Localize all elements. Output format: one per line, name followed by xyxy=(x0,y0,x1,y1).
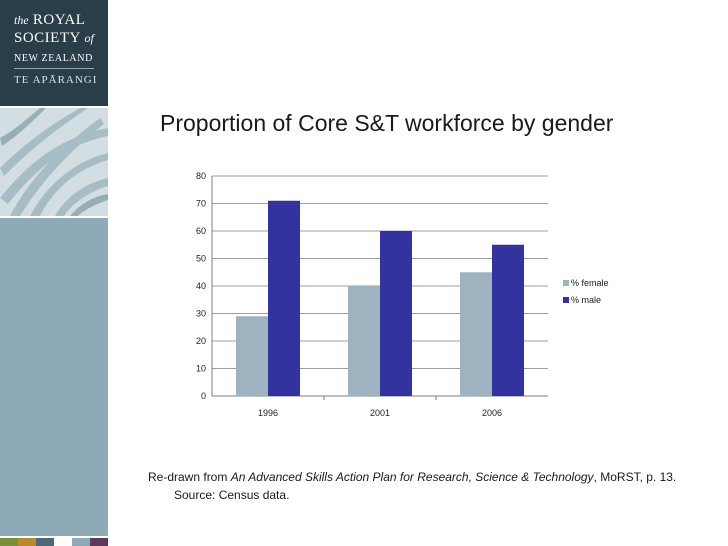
legend-swatch xyxy=(563,280,569,286)
legend-label: % female xyxy=(571,278,609,288)
strip-segment xyxy=(0,538,18,546)
y-tick-label: 0 xyxy=(201,391,206,401)
logo-line-4: TE APĀRANGI xyxy=(14,74,98,86)
x-tick-label: 1996 xyxy=(258,408,278,418)
y-tick-label: 30 xyxy=(196,309,206,319)
strip-segment xyxy=(36,538,54,546)
x-tick-label: 2001 xyxy=(370,408,390,418)
source-citation: Re-drawn from An Advanced Skills Action … xyxy=(148,470,676,484)
strip-segment xyxy=(72,538,90,546)
strip-segment xyxy=(18,538,36,546)
y-tick-label: 10 xyxy=(196,364,206,374)
bar-male-1996 xyxy=(268,200,300,396)
caption-prefix: Re-drawn from xyxy=(148,470,231,484)
bar-male-2006 xyxy=(492,244,524,396)
bar-male-2001 xyxy=(380,231,412,396)
sidebar-panel xyxy=(0,218,108,536)
y-tick-label: 80 xyxy=(196,171,206,181)
y-tick-label: 20 xyxy=(196,336,206,346)
bar-female-2001 xyxy=(348,286,380,396)
sidebar: the ROYAL SOCIETY of NEW ZEALAND TE APĀR… xyxy=(0,0,108,546)
strip-segment xyxy=(54,538,72,546)
x-tick-label: 2006 xyxy=(482,408,502,418)
caption-title: An Advanced Skills Action Plan for Resea… xyxy=(230,470,594,484)
logo-line-3: NEW ZEALAND xyxy=(14,53,93,64)
logo-line-1: the ROYAL xyxy=(14,12,86,28)
source-note: Source: Census data. xyxy=(174,488,290,502)
y-tick-label: 70 xyxy=(196,199,206,209)
slide-title: Proportion of Core S&T workforce by gend… xyxy=(160,110,614,136)
color-strip xyxy=(0,538,108,546)
royal-society-logo: the ROYAL SOCIETY of NEW ZEALAND TE APĀR… xyxy=(0,0,108,106)
y-tick-label: 60 xyxy=(196,226,206,236)
y-tick-label: 40 xyxy=(196,281,206,291)
bar-chart: 0 10 20 30 40 50 60 70 80 1996 2001 2006 % female % m… xyxy=(196,171,609,418)
bar-female-2006 xyxy=(460,272,492,396)
fern-leaves-photo xyxy=(0,108,108,216)
logo-line-2: SOCIETY of xyxy=(14,30,94,46)
logo-divider xyxy=(14,68,94,69)
strip-segment xyxy=(90,538,108,546)
legend-label: % male xyxy=(571,295,601,305)
caption-suffix: , MoRST, p. 13. xyxy=(593,470,677,484)
y-tick-label: 50 xyxy=(196,254,206,264)
legend-swatch xyxy=(563,297,569,303)
bar-female-1996 xyxy=(236,316,268,396)
